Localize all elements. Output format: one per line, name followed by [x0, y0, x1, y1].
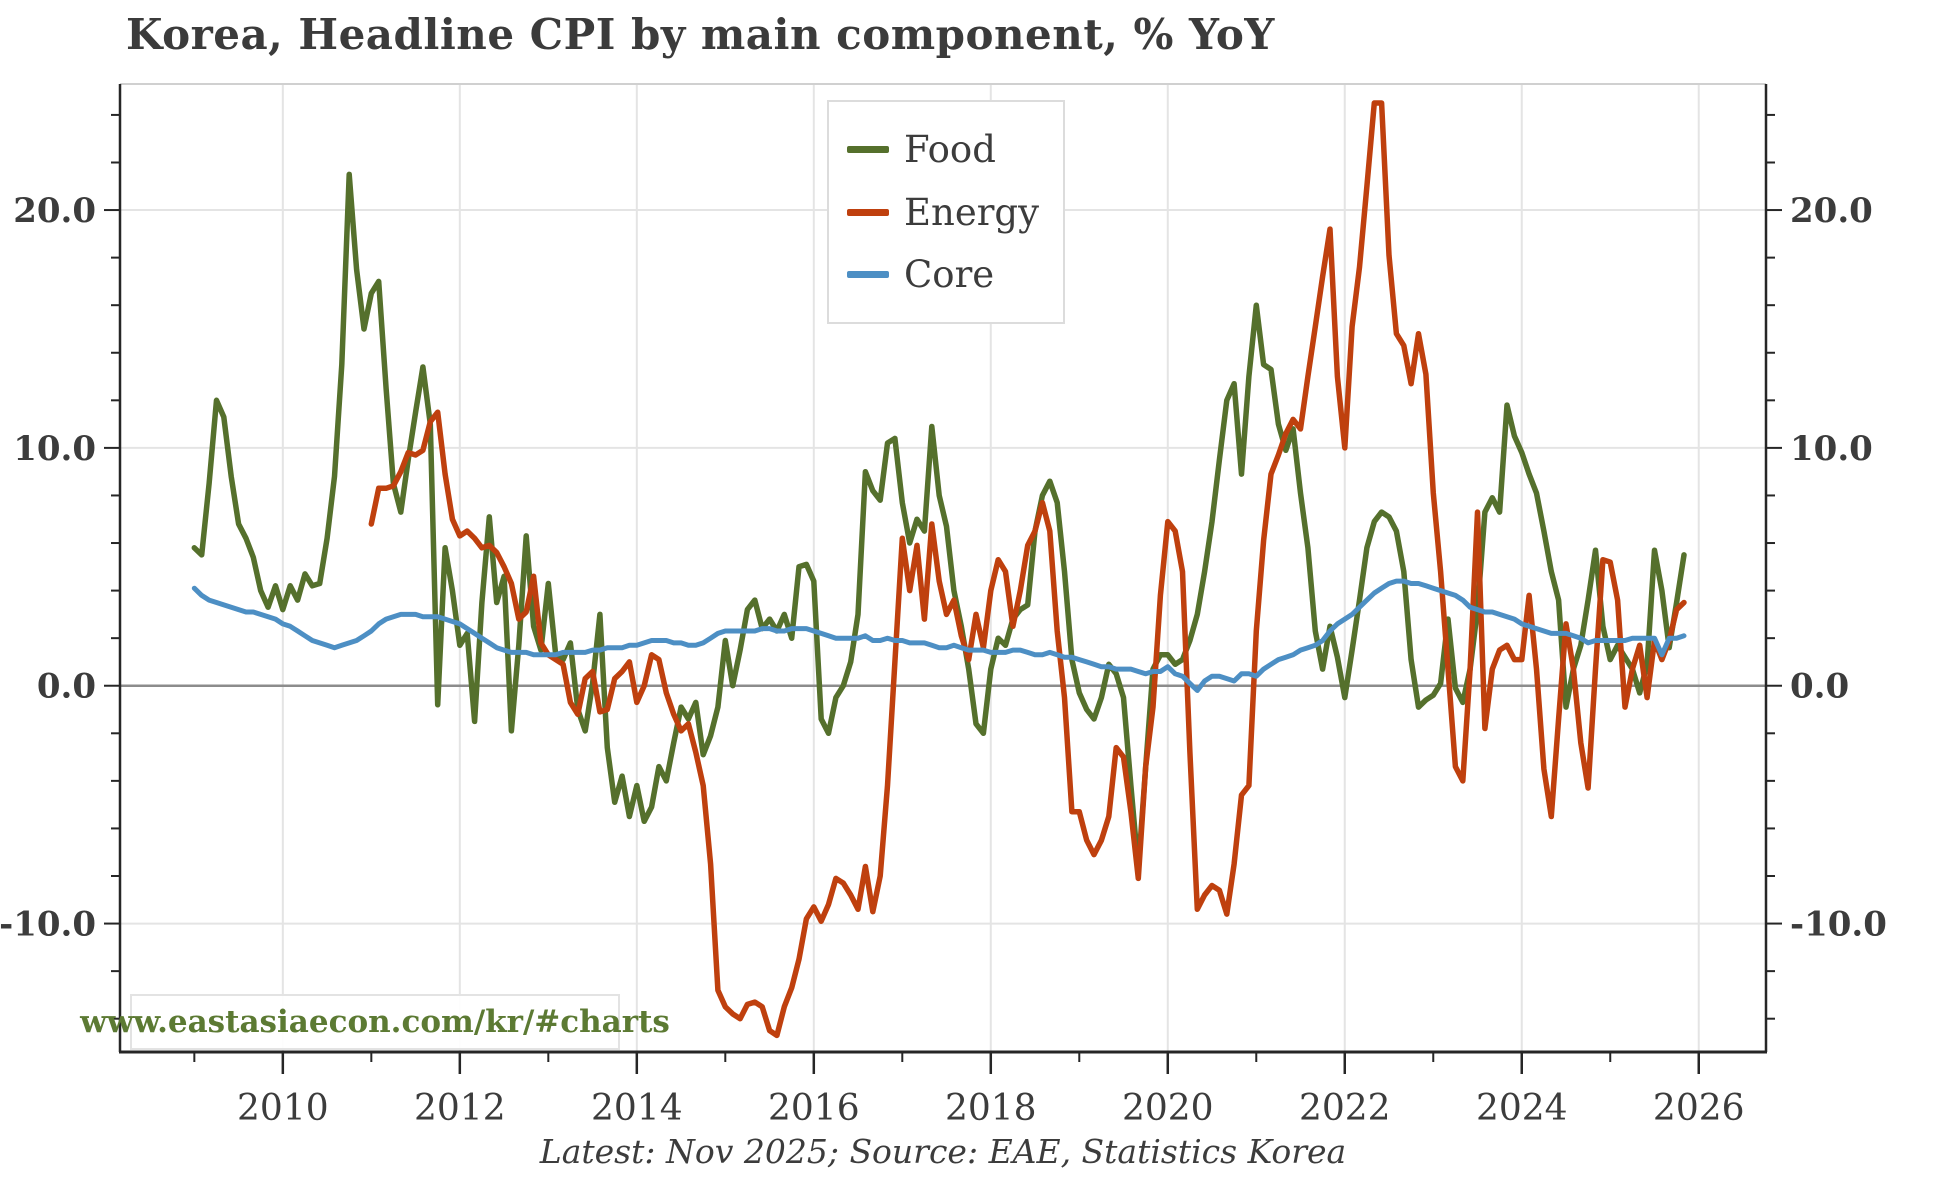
- y-axis-tick-label-right: 20.0: [1790, 191, 1873, 231]
- core-line: [191, 578, 1687, 693]
- legend-label: Energy: [904, 190, 1040, 234]
- chart-title: Korea, Headline CPI by main component, %…: [126, 10, 1275, 59]
- watermark[interactable]: www.eastasiaecon.com/kr/#charts: [80, 994, 670, 1050]
- y-axis-tick-label-right: -10.0: [1790, 905, 1887, 945]
- x-axis-tick-label: 2010: [237, 1088, 329, 1129]
- y-axis-tick-label-right: 10.0: [1790, 429, 1873, 469]
- y-axis-tick-label-left: 10.0: [13, 429, 96, 469]
- legend-label: Core: [904, 252, 995, 296]
- core-line-swatch-icon: [847, 270, 889, 278]
- legend-item-energy[interactable]: Energy: [847, 194, 1063, 231]
- x-axis-tick-label: 2012: [414, 1088, 506, 1129]
- legend-label: Food: [904, 128, 996, 172]
- watermark-link[interactable]: www.eastasiaecon.com/kr/#charts: [80, 1004, 670, 1040]
- y-axis-tick-label-right: 0.0: [1790, 667, 1849, 707]
- legend-item-core[interactable]: Core: [847, 256, 1063, 293]
- legend: Food Energy Core: [827, 100, 1065, 324]
- legend-item-food[interactable]: Food: [847, 131, 1063, 168]
- energy-line: [368, 100, 1687, 1039]
- x-axis-tick-label: 2014: [591, 1088, 683, 1129]
- x-axis-tick-label: 2024: [1476, 1088, 1568, 1129]
- y-axis-tick-label-left: 20.0: [13, 191, 96, 231]
- food-line-swatch-icon: [847, 146, 889, 154]
- x-axis-tick-label: 2026: [1653, 1088, 1745, 1129]
- x-axis-tick-label: 2018: [945, 1088, 1037, 1129]
- y-axis-tick-label-left: -10.0: [0, 905, 96, 945]
- energy-line-swatch-icon: [847, 208, 889, 216]
- source-caption: Latest: Nov 2025; Source: EAE, Statistic…: [539, 1132, 1347, 1171]
- y-axis-tick-label-left: 0.0: [37, 667, 96, 707]
- food-line: [191, 171, 1687, 872]
- x-axis-tick-label: 2022: [1299, 1088, 1391, 1129]
- x-axis-tick-label: 2020: [1122, 1088, 1214, 1129]
- x-axis-tick-label: 2016: [768, 1088, 860, 1129]
